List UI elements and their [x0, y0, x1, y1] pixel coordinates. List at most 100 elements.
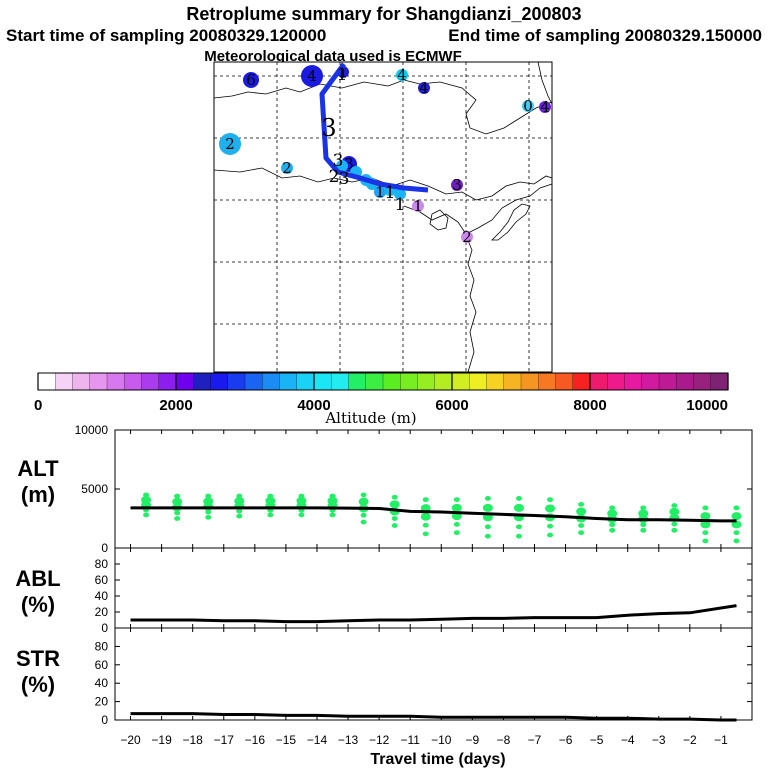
spread-dot — [638, 509, 649, 518]
spread-dot — [484, 533, 491, 539]
spread-dot — [515, 496, 522, 501]
colorbar-cell — [538, 372, 557, 391]
spread-dot — [640, 522, 647, 528]
colorbar-cell — [106, 372, 125, 391]
map-marker-label: 2 — [462, 228, 472, 246]
spread-dot — [174, 516, 181, 521]
colorbar-cell — [417, 372, 436, 391]
colorbar-cell — [434, 372, 453, 391]
spread-dot — [702, 530, 709, 536]
spread-dot — [733, 538, 740, 544]
map-marker-dot — [243, 72, 259, 88]
spread-dot — [576, 507, 587, 516]
map-marker-label: 1 — [413, 197, 423, 215]
spread-dot — [267, 512, 274, 518]
colorbar-cell — [279, 372, 298, 391]
retroplume-track — [319, 62, 429, 193]
map-marker: 4 — [539, 98, 551, 116]
spread-dot — [640, 527, 647, 533]
colorbar-cell — [313, 372, 332, 391]
colorbar-tick-label: 0 — [34, 397, 42, 414]
colorbar-cell — [296, 372, 315, 391]
spread-dot — [174, 493, 181, 499]
colorbar-axis-label: Altitude (m) — [324, 409, 416, 427]
y-tick-label: 80 — [95, 557, 109, 571]
map-marker-dot — [522, 100, 534, 112]
x-tick-label: −9 — [465, 733, 479, 747]
spread-dot — [607, 509, 618, 518]
colorbar-cell — [710, 372, 729, 391]
spread-dot — [205, 509, 212, 515]
y-tick-label: 20 — [95, 605, 109, 619]
spread-dot — [205, 493, 212, 499]
colorbar-cell — [676, 372, 695, 391]
spread-dot — [420, 512, 431, 521]
y-tick-label: 60 — [95, 573, 109, 587]
spread-dot — [358, 497, 369, 506]
x-tick-label: −4 — [621, 733, 635, 747]
colorbar-cell — [520, 372, 539, 391]
map-marker: 4 — [418, 79, 430, 97]
x-axis-label: Travel time (days) — [370, 751, 505, 768]
y-tick-label: 40 — [95, 676, 109, 690]
y-tick-label: 0 — [101, 621, 108, 635]
map-marker-dot — [336, 160, 348, 172]
panel-ylabel: ABL — [15, 566, 60, 591]
met-data-label: Meteorological data used is ECMWF — [204, 48, 462, 65]
y-tick-label: 10000 — [75, 423, 109, 437]
spread-dot — [578, 523, 585, 528]
spread-dot — [671, 527, 678, 533]
x-tick-label: −3 — [652, 733, 666, 747]
spread-dot — [515, 524, 522, 530]
map-marker-label: 2 — [225, 135, 235, 153]
panel-frame — [114, 429, 753, 549]
spread-dot — [236, 513, 243, 519]
spread-dot — [609, 505, 616, 511]
figure-title: Retroplume summary for Shangdianzi_20080… — [186, 4, 581, 24]
spread-dot — [547, 497, 554, 503]
altitude-colorbar: 0 2000 4000 6000 8000 10000 Altitude (m) — [34, 372, 729, 427]
end-time-label: End time of sampling 20080329.150000 — [448, 26, 762, 45]
map-marker-dot — [461, 231, 473, 243]
spread-dot — [422, 531, 429, 537]
map-marker-label: 6 — [246, 71, 256, 89]
x-tick-label: −11 — [400, 733, 420, 747]
colorbar-cell — [55, 372, 74, 391]
colorbar-cell — [400, 372, 419, 391]
map-marker: 2 — [219, 133, 241, 155]
track-label: 2 — [329, 167, 340, 187]
colorbar-cell — [572, 372, 591, 391]
x-tick-label: −8 — [497, 733, 511, 747]
colorbar-cell — [37, 372, 56, 391]
colorbar-cell — [624, 372, 643, 391]
map-marker: 2 — [281, 159, 293, 177]
map-marker-dot — [394, 188, 406, 200]
map-marker-label: 4 — [307, 67, 317, 85]
panel-frame — [114, 547, 753, 629]
colorbar-cell — [210, 372, 229, 391]
colorbar-tick-label: 8000 — [573, 397, 606, 414]
coastlines-borders — [213, 61, 553, 373]
spread-dot — [422, 497, 429, 503]
spread-dot — [700, 512, 711, 521]
colorbar-cell — [589, 372, 608, 391]
map-marker-dot — [539, 101, 551, 113]
start-time-label: Start time of sampling 20080329.120000 — [6, 26, 326, 45]
spread-dot — [733, 530, 740, 536]
track-label: 3 — [321, 114, 336, 142]
panel-frame — [114, 627, 753, 721]
panel-ylabel-unit: (%) — [21, 592, 55, 617]
spread-dot — [391, 516, 398, 521]
colorbar-cell — [348, 372, 367, 391]
colorbar-tick-label: 10000 — [686, 397, 728, 414]
track-label: 3 — [339, 169, 350, 189]
panel-ylabel: ALT — [17, 456, 59, 481]
colorbar-cell — [486, 372, 505, 391]
map-marker-dot — [301, 65, 323, 87]
x-tick-label: −20 — [120, 733, 141, 747]
panel-ylabel: STR — [16, 646, 60, 671]
panel-ylabel-unit: (m) — [21, 482, 55, 507]
